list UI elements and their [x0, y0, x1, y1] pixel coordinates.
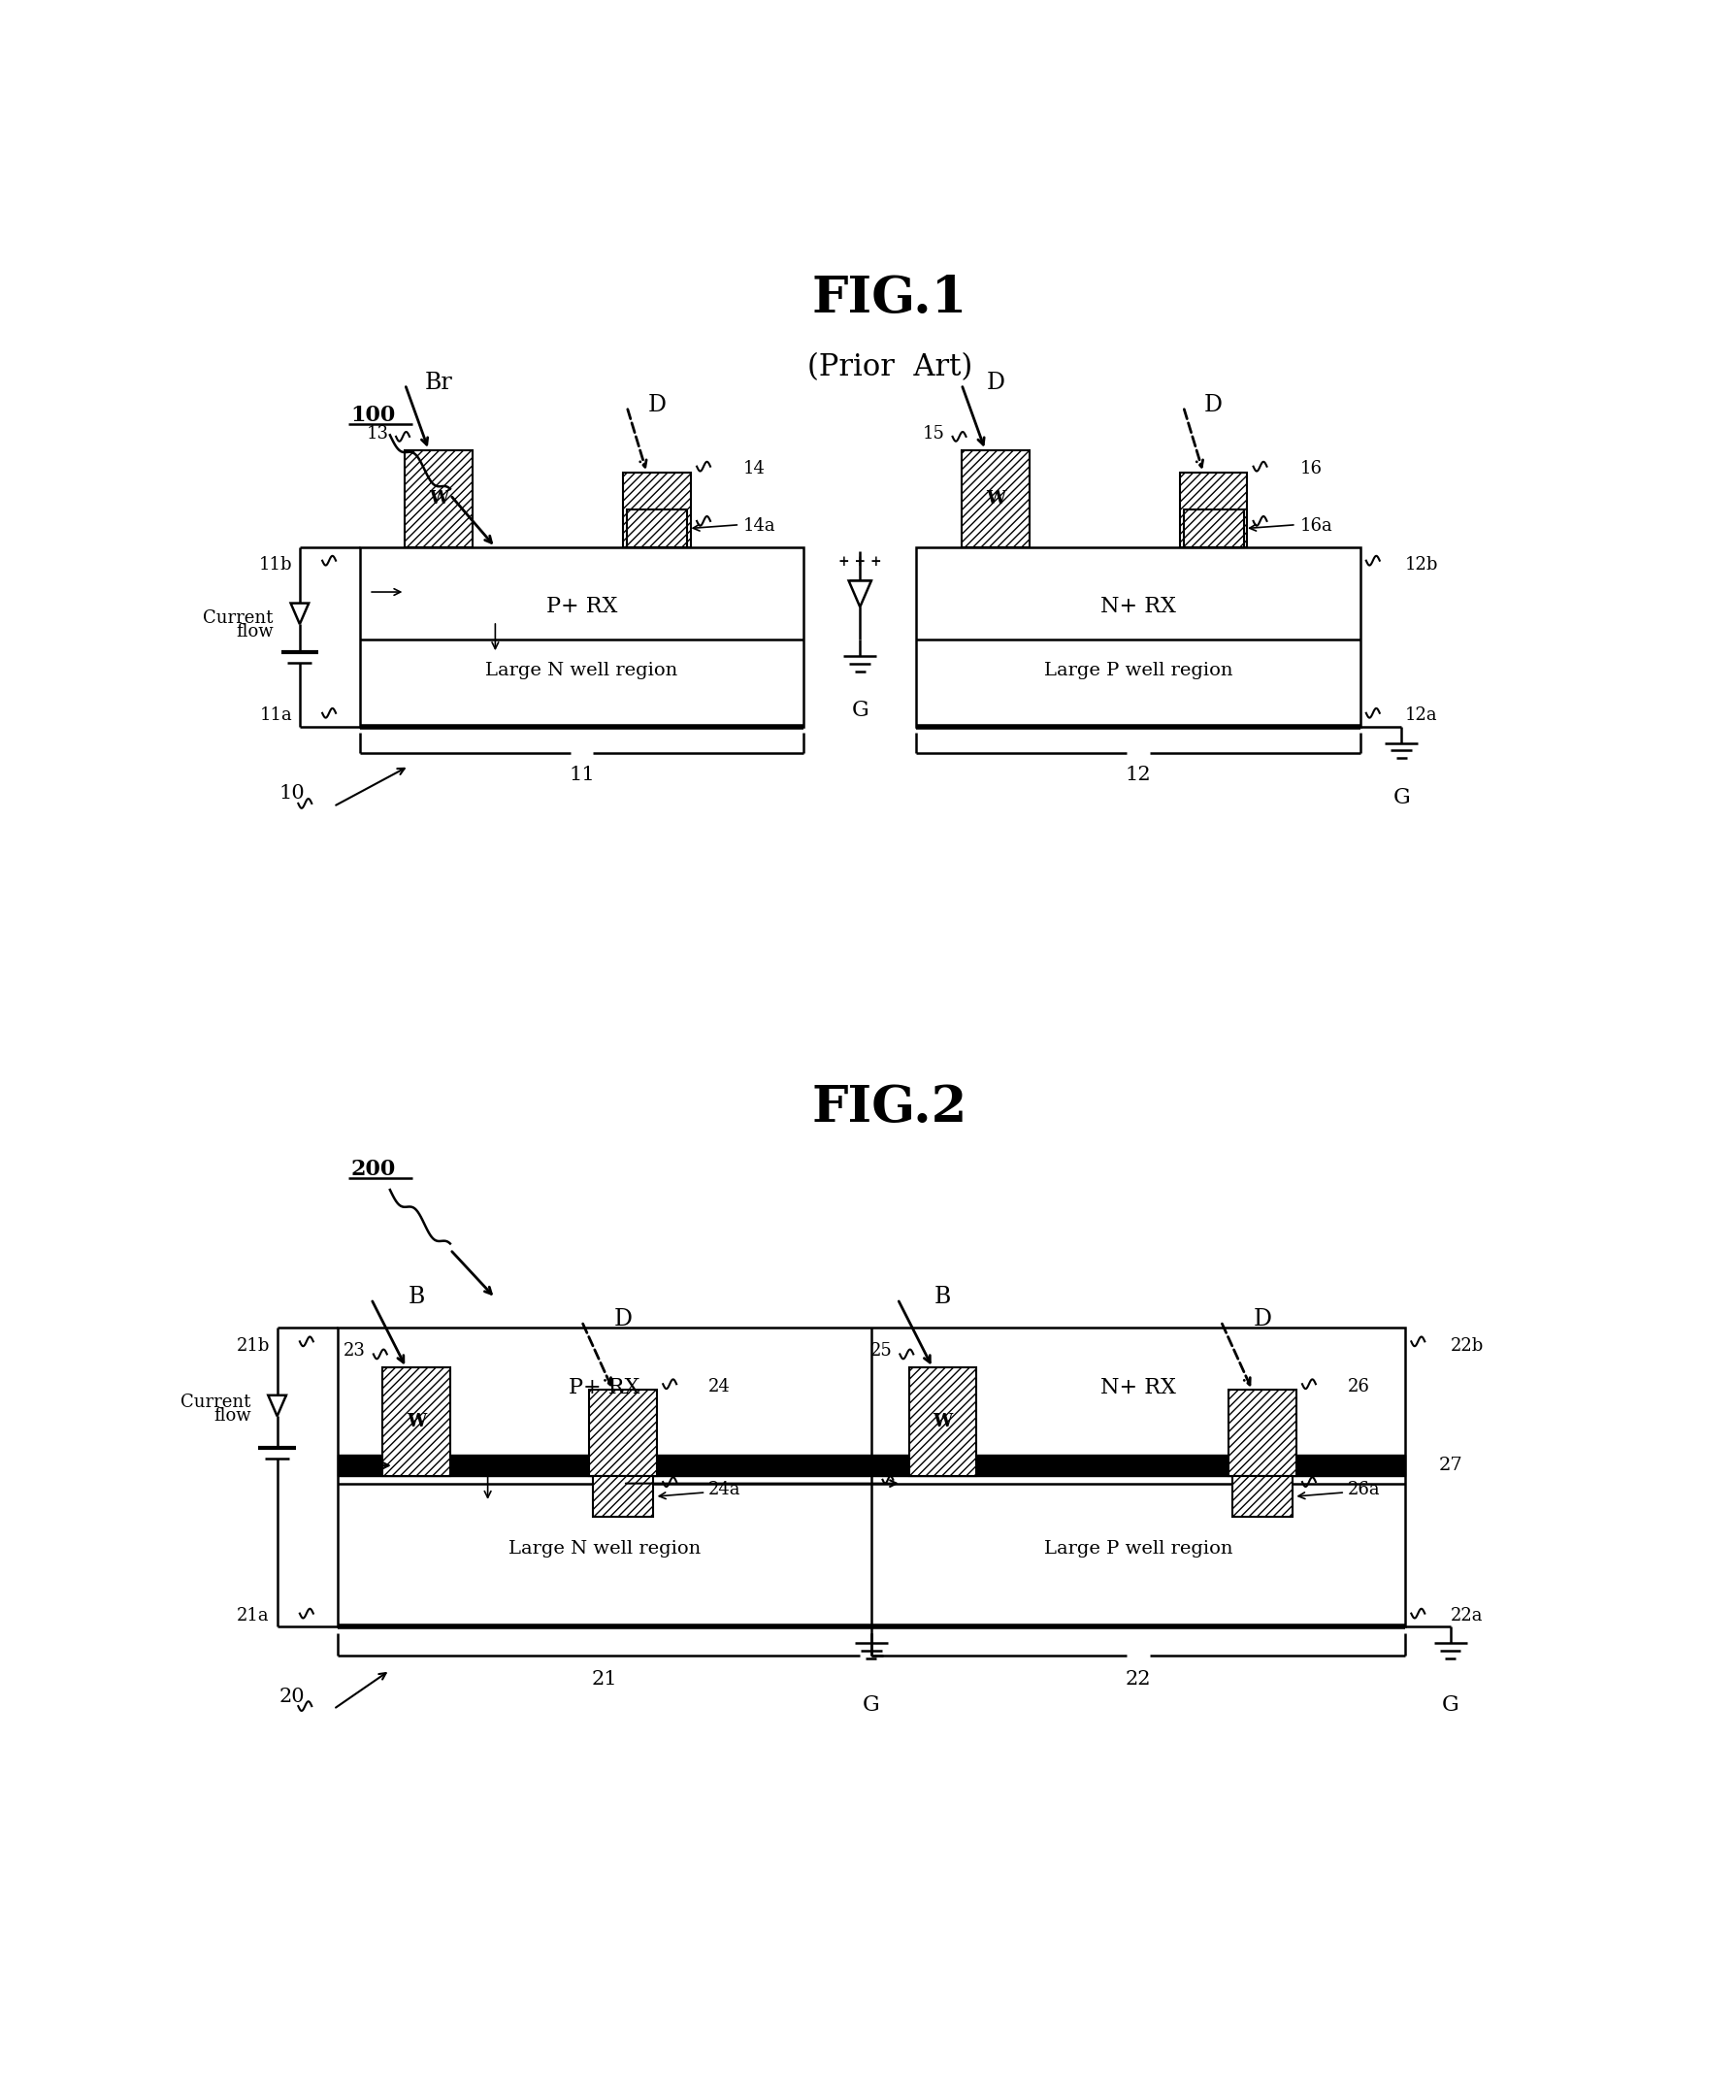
- Text: G: G: [1441, 1695, 1458, 1716]
- Text: P+ RX: P+ RX: [569, 1378, 641, 1399]
- Text: 21: 21: [592, 1670, 618, 1688]
- Text: 16a: 16a: [1300, 517, 1333, 535]
- Text: D: D: [648, 395, 667, 416]
- Polygon shape: [290, 603, 309, 624]
- Text: flow: flow: [214, 1407, 250, 1426]
- Text: Large P well region: Large P well region: [1043, 661, 1233, 678]
- Bar: [627, 510, 687, 548]
- Text: 11a: 11a: [259, 706, 292, 724]
- Text: 13: 13: [366, 424, 389, 443]
- Text: W: W: [406, 1413, 425, 1430]
- Text: 14a: 14a: [743, 517, 776, 535]
- Bar: [337, 1327, 1404, 1627]
- Text: Br: Br: [425, 372, 453, 395]
- Text: G: G: [851, 699, 868, 722]
- Text: 24: 24: [708, 1378, 731, 1394]
- Text: G: G: [863, 1695, 880, 1716]
- Text: P+ RX: P+ RX: [547, 596, 618, 617]
- Bar: [917, 548, 1359, 727]
- Bar: [1179, 472, 1246, 548]
- Text: FIG.2: FIG.2: [812, 1084, 967, 1132]
- Bar: [337, 1455, 1404, 1476]
- Text: 20: 20: [279, 1686, 306, 1705]
- Bar: [910, 1367, 977, 1476]
- Text: 22: 22: [1125, 1670, 1151, 1688]
- Text: FIG.1: FIG.1: [812, 273, 967, 323]
- Text: 10: 10: [279, 785, 306, 802]
- Text: G: G: [1392, 788, 1410, 808]
- Bar: [404, 449, 472, 548]
- Bar: [589, 1390, 656, 1476]
- Text: D: D: [1253, 1308, 1271, 1329]
- Text: 21a: 21a: [238, 1606, 269, 1625]
- Text: D: D: [1205, 395, 1222, 416]
- Text: (Prior  Art): (Prior Art): [807, 353, 972, 382]
- Bar: [962, 449, 1029, 548]
- Polygon shape: [849, 582, 871, 607]
- Text: 23: 23: [344, 1342, 366, 1361]
- Text: D: D: [615, 1308, 632, 1329]
- Text: 100: 100: [351, 403, 396, 426]
- Text: 15: 15: [924, 424, 944, 443]
- Text: 26: 26: [1347, 1378, 1370, 1394]
- Text: Large P well region: Large P well region: [1043, 1539, 1233, 1558]
- Text: 12: 12: [1125, 766, 1151, 783]
- Text: 11: 11: [569, 766, 595, 783]
- Polygon shape: [267, 1394, 286, 1415]
- Text: 21b: 21b: [236, 1338, 269, 1355]
- Text: B: B: [934, 1285, 951, 1308]
- Text: 22b: 22b: [1450, 1338, 1484, 1355]
- Text: 25: 25: [870, 1342, 892, 1361]
- Text: B: B: [408, 1285, 425, 1308]
- Text: 200: 200: [351, 1159, 396, 1180]
- Text: W: W: [986, 489, 1005, 508]
- Bar: [1229, 1390, 1297, 1476]
- Text: + + +: + + +: [838, 554, 882, 569]
- Bar: [382, 1367, 450, 1476]
- Text: Large N well region: Large N well region: [509, 1539, 701, 1558]
- Text: 16: 16: [1300, 460, 1323, 477]
- Bar: [594, 1476, 653, 1516]
- Text: D: D: [986, 372, 1005, 395]
- Text: 12b: 12b: [1404, 556, 1439, 573]
- Text: Current: Current: [181, 1394, 250, 1411]
- Text: N+ RX: N+ RX: [1101, 596, 1175, 617]
- Text: 26a: 26a: [1347, 1480, 1380, 1497]
- Text: W: W: [932, 1413, 953, 1430]
- Bar: [1184, 510, 1243, 548]
- Text: 22a: 22a: [1450, 1606, 1483, 1625]
- Text: 14: 14: [743, 460, 766, 477]
- Text: W: W: [429, 489, 448, 508]
- Text: Large N well region: Large N well region: [486, 661, 679, 678]
- Text: 24a: 24a: [708, 1480, 741, 1497]
- Text: flow: flow: [236, 624, 273, 640]
- Text: Current: Current: [203, 609, 273, 628]
- Text: N+ RX: N+ RX: [1101, 1378, 1175, 1399]
- Bar: [623, 472, 691, 548]
- Text: 27: 27: [1439, 1457, 1463, 1474]
- Text: 12a: 12a: [1404, 706, 1437, 724]
- Text: 11b: 11b: [259, 556, 292, 573]
- Bar: [359, 548, 804, 727]
- Bar: [1233, 1476, 1292, 1516]
